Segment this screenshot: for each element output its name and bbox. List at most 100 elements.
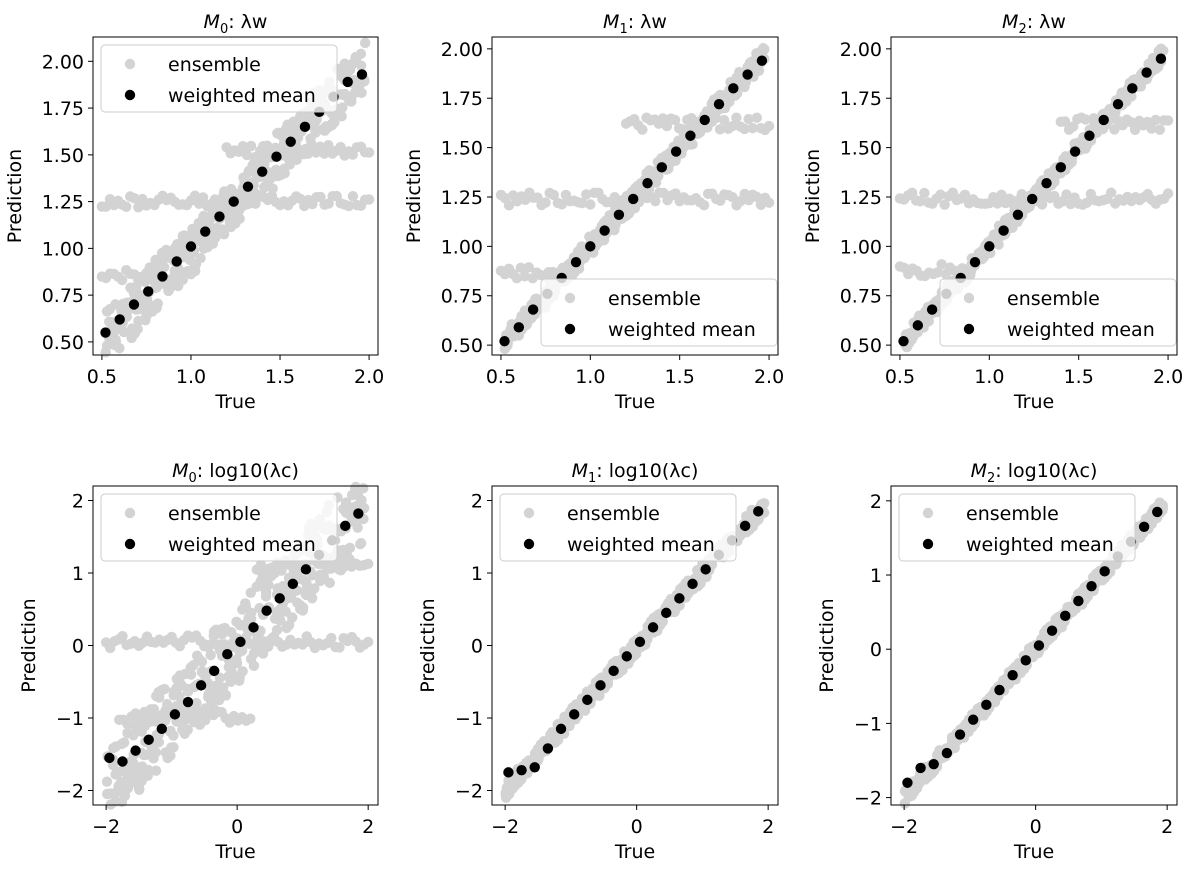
weighted-mean-point: [670, 146, 682, 157]
ensemble-point: [133, 202, 144, 213]
y-tick-label: 1.75: [840, 88, 882, 110]
legend: ensemble weighted mean: [499, 493, 737, 562]
ensemble-point: [150, 747, 161, 758]
weighted-mean-point: [214, 211, 225, 222]
legend-box: [499, 493, 737, 562]
ensemble-point: [763, 197, 775, 208]
ensemble-point: [743, 113, 754, 125]
y-tick-label: 1.25: [441, 187, 483, 209]
weighted-mean-point: [656, 162, 668, 173]
legend-label-ensemble: ensemble: [966, 503, 1059, 525]
title-model: M: [971, 460, 987, 482]
y-tick-label: 0: [870, 639, 882, 661]
weighted-mean-point: [941, 747, 953, 759]
y-tick-label: 1.25: [840, 187, 882, 209]
ensemble-point: [326, 632, 337, 644]
weighted-mean-point: [353, 508, 364, 519]
weighted-mean-point: [285, 136, 296, 147]
ensemble-point: [992, 198, 1003, 209]
subplot-title: M2: λw: [1002, 11, 1066, 37]
y-axis-label: Prediction: [802, 149, 824, 243]
weighted-mean-point: [912, 320, 924, 331]
ensemble-point: [185, 669, 197, 680]
weighted-mean-point: [1086, 580, 1097, 592]
weighted-mean-point: [1099, 566, 1110, 577]
ensemble-point: [710, 112, 722, 124]
weighted-mean-point: [529, 762, 540, 773]
title-model: M: [204, 11, 220, 33]
x-tick-label: −2: [491, 816, 519, 838]
weighted-mean-point: [687, 578, 698, 590]
ensemble-point: [309, 583, 320, 594]
weighted-mean-point: [117, 756, 128, 767]
y-tick-label: −2: [56, 781, 84, 803]
x-tick-label: 0.5: [486, 366, 516, 388]
y-tick-label: 1.00: [42, 238, 84, 260]
weighted-mean-point: [287, 578, 299, 590]
ensemble-point: [355, 48, 367, 60]
ensemble-point: [718, 114, 730, 126]
y-tick-label: −2: [854, 788, 882, 810]
ensemble-point: [511, 272, 523, 284]
legend-label-weighted-mean: weighted mean: [168, 534, 316, 556]
weighted-mean-point: [169, 709, 181, 720]
subplot-3: 0.5 1.0 1.5 2.0 0.50 0.75 1.00 1.25 1.50 1.75 2.00…: [802, 11, 1183, 413]
title-param: λw: [241, 11, 268, 33]
weighted-mean-point: [647, 622, 659, 633]
x-tick-label: 2.0: [1153, 366, 1183, 388]
weighted-mean-point: [499, 335, 510, 347]
weighted-mean-point: [585, 241, 596, 252]
legend: ensemble weighted mean: [939, 278, 1177, 347]
title-model: M: [172, 460, 188, 482]
ensemble-point: [287, 612, 298, 623]
x-tick-label: 1.5: [1064, 366, 1094, 388]
legend-label-ensemble: ensemble: [1007, 288, 1100, 310]
title-param: log10(λc): [609, 460, 699, 482]
weighted-mean-points: [100, 69, 368, 338]
ensemble-point: [152, 298, 163, 309]
ensemble-point: [739, 78, 750, 89]
weighted-mean-point: [608, 665, 619, 677]
ensemble-point: [129, 192, 140, 204]
x-tick-label: 1.5: [265, 366, 295, 388]
ensemble-point: [362, 558, 374, 569]
title-sep: :: [995, 460, 1007, 482]
ensemble-point: [935, 189, 946, 200]
legend-marker-ensemble: [963, 292, 975, 304]
ensemble-point: [1059, 116, 1071, 127]
weighted-mean-point: [503, 767, 514, 778]
subplot-title: M0: log10(λc): [172, 460, 299, 486]
weighted-mean-point: [1112, 98, 1124, 110]
weighted-mean-point: [100, 327, 111, 338]
weighted-mean-point: [742, 69, 753, 80]
x-tick-label: 1.5: [665, 366, 695, 388]
ensemble-point: [1146, 123, 1157, 134]
weighted-mean-point: [568, 709, 580, 720]
weighted-mean-point: [1069, 146, 1081, 157]
ensemble-point: [120, 201, 132, 212]
y-tick-label: 2: [72, 491, 84, 513]
axes-frame: [890, 485, 1178, 806]
y-tick-label: 1.75: [42, 98, 84, 120]
x-axis-label: True: [614, 841, 655, 863]
y-tick-label: 1.00: [840, 236, 882, 258]
legend-box: [898, 493, 1136, 562]
title-subscript: 1: [588, 471, 596, 486]
weighted-mean-point: [728, 83, 739, 94]
weighted-mean-point: [114, 314, 125, 325]
y-tick-label: 2.00: [441, 39, 483, 61]
weighted-mean-point: [527, 304, 539, 315]
ensemble-point: [236, 645, 248, 656]
ensemble-point: [263, 579, 274, 591]
legend: ensemble weighted mean: [100, 44, 338, 113]
weighted-mean-point: [674, 593, 685, 604]
ensemble-point: [581, 189, 592, 200]
ensemble-point: [758, 498, 769, 509]
ensemble-point: [1081, 197, 1093, 208]
ensemble-point: [195, 706, 207, 718]
y-tick-label: 1.25: [42, 192, 84, 214]
ensemble-point: [515, 262, 526, 273]
weighted-mean-point: [981, 699, 992, 711]
weighted-mean-point: [128, 299, 140, 310]
weighted-mean-point: [1027, 193, 1038, 205]
